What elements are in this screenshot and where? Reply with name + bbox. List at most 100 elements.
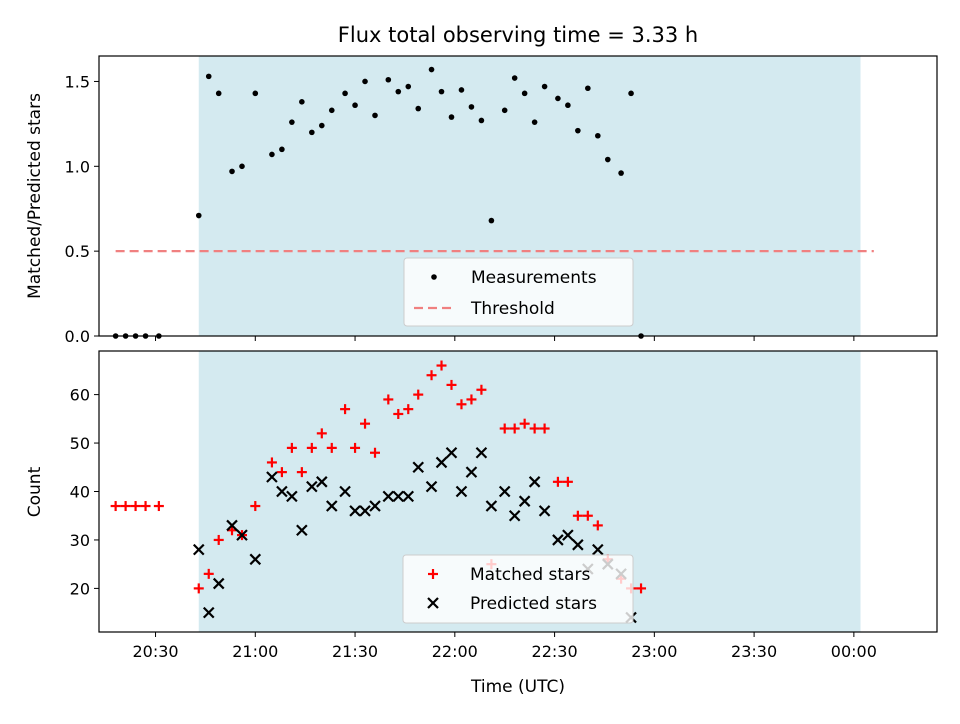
predicted-star-point (316, 476, 328, 488)
measurement-point (541, 83, 548, 90)
matched-star-point (592, 520, 603, 531)
predicted-star-point (325, 500, 338, 512)
y-tick-label: 0.5 (65, 242, 90, 261)
matched-star-point (446, 379, 457, 390)
measurement-point (229, 168, 235, 175)
predicted-star-point (226, 519, 238, 532)
measurement-point (205, 73, 212, 80)
measurement-point (555, 95, 561, 102)
predicted-star-point (592, 543, 604, 556)
measurement-point (362, 78, 368, 85)
predicted-star-point (445, 446, 458, 459)
y-tick-label: 1.5 (65, 72, 90, 91)
matched-star-point (110, 501, 121, 512)
matched-star-point (476, 384, 487, 395)
predicted-star-point (518, 495, 531, 507)
predicted-star-point (498, 485, 511, 498)
measurement-point (565, 102, 571, 109)
predicted-star-point (485, 500, 498, 512)
measurement-point (628, 90, 634, 97)
matched-star-point (552, 476, 563, 487)
measurement-point (575, 127, 581, 134)
legend-label-measurements: Measurements (471, 268, 597, 288)
legend-top: Measurements Threshold (403, 257, 634, 327)
bottom-y-axis-label: Count (25, 466, 45, 517)
matched-star-point (436, 360, 447, 371)
matched-star-point (466, 394, 477, 405)
predicted-star-point (339, 485, 351, 498)
predicted-star-point (359, 505, 371, 517)
matched-star-point (539, 423, 550, 434)
matched-star-point (286, 442, 297, 453)
matched-star-point (326, 442, 337, 453)
matched-star-point (350, 442, 361, 453)
measurement-point (448, 114, 455, 120)
predicted-star-point (349, 505, 361, 517)
matched-star-point (393, 408, 404, 419)
x-tick-label: 23:30 (731, 642, 777, 661)
measurement-point (531, 119, 538, 125)
predicted-star-point (202, 606, 215, 619)
measurement-point (299, 99, 305, 105)
x-tick-label: 00:00 (831, 642, 877, 661)
predicted-star-point (552, 534, 564, 546)
predicted-star-point (425, 480, 438, 493)
y-tick-label: 30 (70, 531, 90, 550)
measurement-point (195, 212, 202, 219)
matched-star-point (276, 467, 287, 478)
measurement-point (279, 146, 285, 153)
x-tick-label: 22:00 (432, 642, 478, 661)
predicted-star-point (276, 485, 288, 498)
predicted-star-point (412, 461, 425, 474)
x-tick-label: 20:30 (132, 642, 178, 661)
predicted-star-point (455, 485, 468, 498)
measurement-point (328, 107, 335, 114)
matched-star-point (140, 501, 151, 512)
measurement-point (458, 87, 465, 93)
matched-star-point (193, 583, 204, 594)
matched-star-point (306, 442, 317, 453)
measurement-point (352, 102, 358, 109)
measurement-point (428, 66, 435, 73)
measurement-point (478, 117, 485, 124)
y-tick-label: 50 (70, 434, 90, 453)
predicted-star-point (465, 466, 478, 478)
measurement-point (309, 129, 315, 136)
predicted-star-point (392, 490, 405, 503)
predicted-star-point (382, 490, 395, 503)
measurement-point (415, 105, 422, 112)
matched-star-point (403, 404, 414, 415)
measurement-point (468, 104, 475, 110)
legend-predicted-marker (427, 597, 439, 609)
measurement-point (395, 88, 402, 95)
matched-star-point (250, 501, 261, 512)
matched-star-point (153, 501, 164, 512)
predicted-star-point (296, 524, 308, 537)
ratio-panel: 0.0 0.5 1.0 1.5 Measurements Threshold (65, 55, 938, 346)
legend-label-predicted: Predicted stars (470, 594, 597, 614)
measurement-point (585, 85, 591, 92)
y-tick-label: 1.0 (65, 157, 90, 176)
predicted-star-point (475, 446, 488, 459)
matched-star-point (519, 418, 530, 429)
matched-star-point (636, 583, 647, 594)
legend-bottom: Matched stars Predicted stars (402, 554, 634, 624)
measurement-point (405, 83, 412, 90)
predicted-star-point (435, 456, 448, 469)
measurement-point (372, 112, 378, 119)
plot-frame (98, 55, 938, 337)
x-tick-label: 21:30 (332, 642, 378, 661)
predicted-star-point (266, 471, 278, 483)
predicted-star-point (212, 577, 225, 590)
matched-star-point (456, 399, 467, 410)
measurement-point (342, 90, 348, 97)
predicted-star-point (402, 490, 415, 503)
predicted-star-point (306, 480, 318, 493)
matched-star-point (120, 501, 131, 512)
matched-star-point (572, 510, 583, 521)
legend-matched-marker (428, 569, 438, 579)
measurement-point (501, 107, 508, 114)
measurement-point (604, 156, 611, 163)
measurement-point (385, 76, 392, 83)
matched-star-point (529, 423, 540, 434)
